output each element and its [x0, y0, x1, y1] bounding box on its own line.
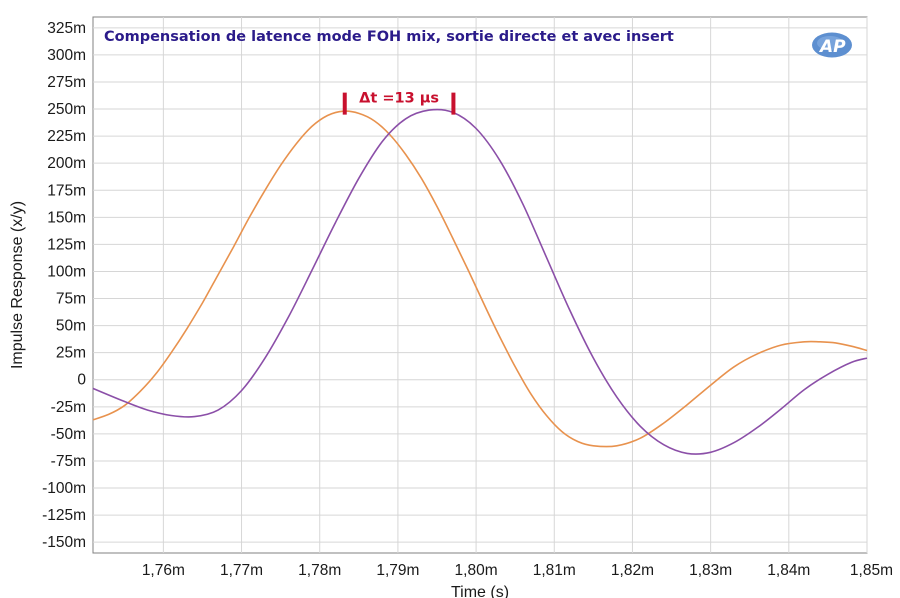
chart-title: Compensation de latence mode FOH mix, so…	[104, 29, 674, 45]
x-tick-label: 1,77m	[220, 562, 263, 579]
x-axis-title: Time (s)	[451, 584, 509, 598]
x-tick-label: 1,76m	[142, 562, 185, 579]
y-tick-label: -125m	[42, 507, 86, 524]
y-tick-label: 175m	[47, 182, 86, 199]
y-tick-label: 50m	[56, 318, 86, 335]
x-tick-label: 1,84m	[767, 562, 810, 579]
x-tick-label: 1,79m	[376, 562, 419, 579]
y-tick-label: -75m	[51, 453, 86, 470]
y-tick-label: 225m	[47, 128, 86, 145]
y-tick-label: 25m	[56, 345, 86, 362]
x-tick-label: 1,78m	[298, 562, 341, 579]
y-tick-label: -100m	[42, 480, 86, 497]
delta-t-marker	[451, 92, 456, 115]
y-tick-label: -50m	[51, 426, 86, 443]
x-tick-label: 1,83m	[689, 562, 732, 579]
y-tick-label: -150m	[42, 534, 86, 551]
y-tick-label: 100m	[47, 263, 86, 280]
y-tick-label: 250m	[47, 101, 86, 118]
series-layer	[92, 108, 868, 455]
y-tick-label: 300m	[47, 47, 86, 64]
y-tick-label: 75m	[56, 291, 86, 308]
y-tick-label: 325m	[47, 20, 86, 37]
y-tick-label: 200m	[47, 155, 86, 172]
svg-text:AP: AP	[818, 37, 846, 57]
ap-logo: AP	[812, 32, 852, 58]
grid-lines	[93, 17, 868, 553]
x-axis: 1,76m 1,77m 1,78m 1,79m 1,80m 1,81m 1,82m 1,83m…	[142, 562, 893, 579]
delta-t-marker	[342, 92, 347, 115]
x-tick-label: 1,82m	[611, 562, 654, 579]
y-tick-label: -25m	[51, 399, 86, 416]
y-tick-label: 0	[77, 372, 86, 389]
x-tick-label: 1,81m	[533, 562, 576, 579]
series-line-2	[92, 108, 868, 455]
annotation-layer: Δt =13 µs	[342, 91, 456, 115]
y-axis-title: Impulse Response (x/y)	[9, 201, 26, 369]
y-axis: 325m 300m 275m 250m 225m 200m 175m 150m 125m 100m…	[42, 20, 86, 551]
y-tick-label: 150m	[47, 209, 86, 226]
y-tick-label: 275m	[47, 74, 86, 91]
series-line-1	[92, 110, 868, 448]
x-tick-label: 1,80m	[455, 562, 498, 579]
x-tick-label: 1,85m	[850, 562, 893, 579]
plot-area	[92, 16, 868, 554]
delta-t-annotation: Δt =13 µs	[359, 91, 439, 107]
y-tick-label: 125m	[47, 236, 86, 253]
